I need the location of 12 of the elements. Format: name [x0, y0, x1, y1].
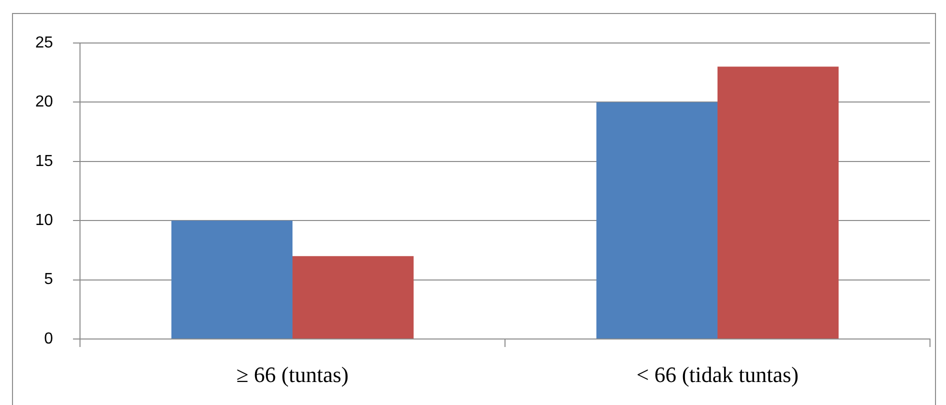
x-tick-label: ≥ 66 (tuntas)	[236, 362, 349, 387]
y-tick-label: 10	[35, 212, 54, 230]
y-tick-label: 0	[44, 330, 54, 348]
y-tick-label: 20	[35, 94, 54, 111]
bar	[718, 66, 839, 338]
bar	[171, 220, 292, 338]
bar	[292, 256, 414, 338]
y-tick-label: 15	[35, 152, 54, 170]
x-tick-label: < 66 (tidak tuntas)	[636, 362, 799, 387]
bar	[596, 102, 718, 338]
y-tick-label: 5	[44, 271, 54, 288]
y-tick-label: 25	[35, 34, 54, 52]
